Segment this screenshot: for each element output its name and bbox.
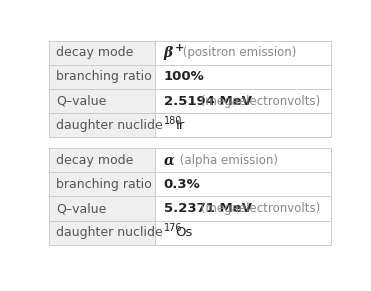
Text: Ir: Ir bbox=[175, 119, 185, 132]
Text: (megaelectronvolts): (megaelectronvolts) bbox=[197, 95, 320, 107]
Bar bbox=[155, 89, 331, 113]
Text: (positron emission): (positron emission) bbox=[179, 46, 296, 59]
Text: Os: Os bbox=[175, 226, 193, 239]
Text: 180: 180 bbox=[164, 116, 182, 126]
Bar bbox=[49, 196, 155, 221]
Text: decay mode: decay mode bbox=[56, 46, 134, 59]
Text: daughter nuclide: daughter nuclide bbox=[56, 119, 163, 132]
Bar bbox=[49, 172, 155, 196]
Text: Q–value: Q–value bbox=[56, 95, 107, 107]
Bar bbox=[155, 40, 331, 65]
Text: +: + bbox=[174, 42, 184, 53]
Text: α: α bbox=[164, 153, 174, 167]
Text: daughter nuclide: daughter nuclide bbox=[56, 226, 163, 239]
Bar bbox=[155, 172, 331, 196]
Bar bbox=[155, 196, 331, 221]
Bar bbox=[49, 40, 155, 65]
Text: (megaelectronvolts): (megaelectronvolts) bbox=[197, 202, 320, 215]
Bar bbox=[155, 148, 331, 172]
Bar bbox=[49, 221, 155, 245]
Bar bbox=[155, 113, 331, 137]
Bar bbox=[49, 148, 155, 172]
Text: (alpha emission): (alpha emission) bbox=[175, 154, 278, 167]
Text: β: β bbox=[164, 46, 173, 60]
Text: 2.5194 MeV: 2.5194 MeV bbox=[164, 95, 252, 107]
Text: Q–value: Q–value bbox=[56, 202, 107, 215]
Bar bbox=[155, 65, 331, 89]
Text: 0.3%: 0.3% bbox=[164, 178, 200, 191]
Text: 5.2371 MeV: 5.2371 MeV bbox=[164, 202, 252, 215]
Text: 100%: 100% bbox=[164, 70, 204, 83]
Bar bbox=[49, 65, 155, 89]
Text: 176: 176 bbox=[164, 223, 182, 233]
Text: branching ratio: branching ratio bbox=[56, 70, 152, 83]
Bar bbox=[49, 113, 155, 137]
Bar bbox=[155, 221, 331, 245]
Text: branching ratio: branching ratio bbox=[56, 178, 152, 191]
Bar bbox=[49, 89, 155, 113]
Text: decay mode: decay mode bbox=[56, 154, 134, 167]
